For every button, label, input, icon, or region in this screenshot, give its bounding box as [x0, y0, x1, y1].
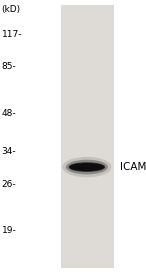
Text: 19-: 19- — [1, 226, 16, 235]
Text: (kD): (kD) — [1, 5, 21, 14]
Text: 34-: 34- — [1, 147, 16, 156]
Ellipse shape — [66, 160, 108, 174]
Ellipse shape — [68, 162, 105, 172]
Ellipse shape — [62, 157, 111, 177]
Text: 26-: 26- — [1, 180, 16, 189]
Text: 48-: 48- — [1, 109, 16, 118]
Bar — [61, 5, 114, 268]
Text: ICAM2: ICAM2 — [120, 162, 146, 172]
Ellipse shape — [69, 163, 104, 171]
Text: 117-: 117- — [1, 30, 22, 38]
Text: 85-: 85- — [1, 63, 16, 71]
